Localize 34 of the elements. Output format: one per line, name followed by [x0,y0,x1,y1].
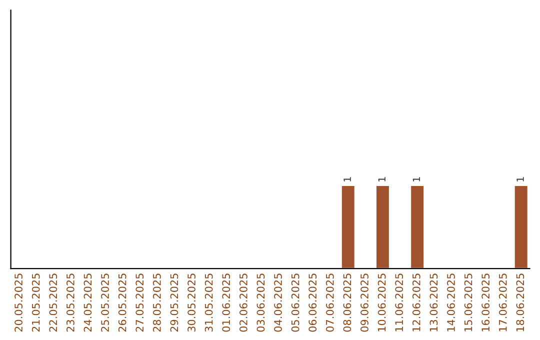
x-tick-label: 12.06.2025 [412,274,420,332]
x-tick-label: 11.06.2025 [395,274,404,332]
x-tick-label: 04.06.2025 [274,274,282,332]
x-tick-label: 06.06.2025 [308,274,317,332]
x-tick-label: 05.06.2025 [291,274,300,332]
x-tick-label: 28.05.2025 [152,274,161,332]
x-tick-label: 25.05.2025 [101,274,109,332]
x-tick-label: 14.06.2025 [447,274,455,332]
x-tick-label: 09.06.2025 [360,274,368,332]
x-tick-label: 16.06.2025 [482,274,490,332]
x-tick-label: 01.06.2025 [222,274,230,332]
x-tick-label: 31.05.2025 [204,274,213,332]
x-tick-label: 26.05.2025 [118,274,126,332]
x-tick-label: 15.06.2025 [464,274,472,332]
data-label: 1 [516,177,524,182]
x-tick-label: 03.06.2025 [256,274,265,332]
x-tick-label: 18.06.2025 [516,274,524,332]
x-tick-label: 21.05.2025 [32,274,40,332]
x-tick-label: 07.06.2025 [326,274,334,332]
x-tick-label: 17.06.2025 [498,274,507,332]
x-tick-label: 27.05.2025 [136,274,144,332]
x-tick-label: 20.05.2025 [14,274,22,332]
data-label: 1 [378,177,386,182]
x-tick-label: 22.05.2025 [49,274,58,332]
x-tick-label: 10.06.2025 [378,274,386,332]
x-tick-label: 13.06.2025 [430,274,438,332]
x-tick-label: 30.05.2025 [188,274,196,332]
x-tick-label: 08.06.2025 [343,274,352,332]
data-label: 1 [412,177,420,182]
x-tick-label: 24.05.2025 [84,274,92,332]
data-label: 1 [344,177,351,182]
x-tick-label: 23.05.2025 [66,274,74,332]
x-tick-label: 29.05.2025 [170,274,178,332]
x-tick-label: 02.06.2025 [239,274,248,332]
